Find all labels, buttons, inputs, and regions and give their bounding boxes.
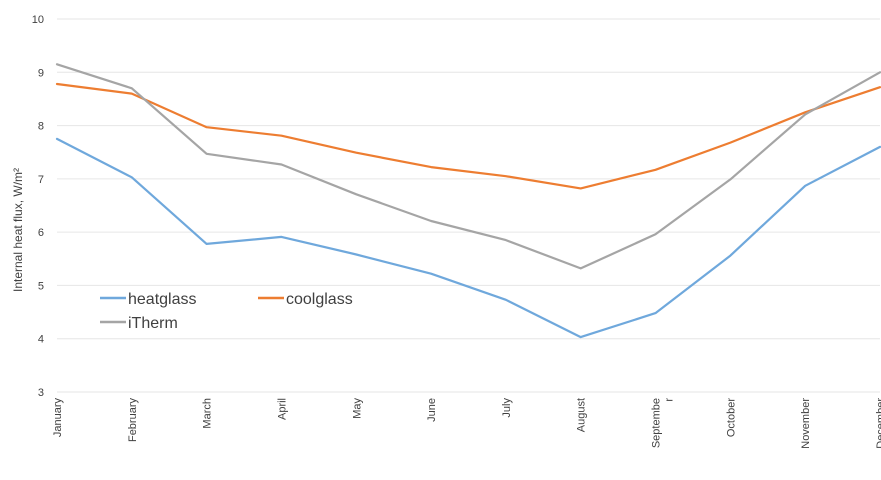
x-tick-labels: January February March April May June July Augu… — [52, 398, 881, 449]
y-tick-label: 7 — [38, 174, 44, 186]
x-tick-label: May — [351, 398, 363, 419]
series-line-coolglass — [55, 82, 881, 190]
series-lines — [55, 63, 881, 339]
y-tick-label: 9 — [38, 67, 44, 79]
series-line-heatglass — [55, 137, 881, 339]
legend-label: heatglass — [128, 291, 197, 308]
y-tick-label: 10 — [32, 14, 44, 26]
legend-label: iTherm — [128, 315, 178, 332]
x-tick-label: July — [501, 398, 513, 418]
series-line-itherm — [55, 63, 881, 270]
x-tick-label: March — [202, 398, 214, 429]
x-tick-label: November — [800, 398, 812, 449]
y-tick-label: 4 — [38, 334, 44, 346]
x-tick-label: June — [426, 398, 438, 422]
x-tick-label: October — [725, 398, 737, 437]
x-tick-label: December — [875, 398, 881, 449]
legend: heatglass coolglass iTherm — [100, 291, 353, 332]
y-tick-label: 5 — [38, 280, 44, 292]
x-tick-label: August — [576, 398, 588, 432]
x-tick-label: September — [651, 398, 676, 448]
y-axis-title: Internal heat flux, W/m² — [11, 168, 25, 292]
gridlines — [57, 18, 880, 393]
y-tick-label: 8 — [38, 121, 44, 133]
legend-label: coolglass — [286, 291, 353, 308]
x-tick-label: January — [52, 398, 64, 438]
x-tick-label: February — [127, 398, 139, 443]
y-tick-label: 6 — [38, 227, 44, 239]
y-tick-label: 3 — [38, 387, 44, 399]
y-tick-labels: 3 4 5 6 7 8 9 10 — [32, 14, 44, 399]
x-tick-label: April — [276, 398, 288, 420]
